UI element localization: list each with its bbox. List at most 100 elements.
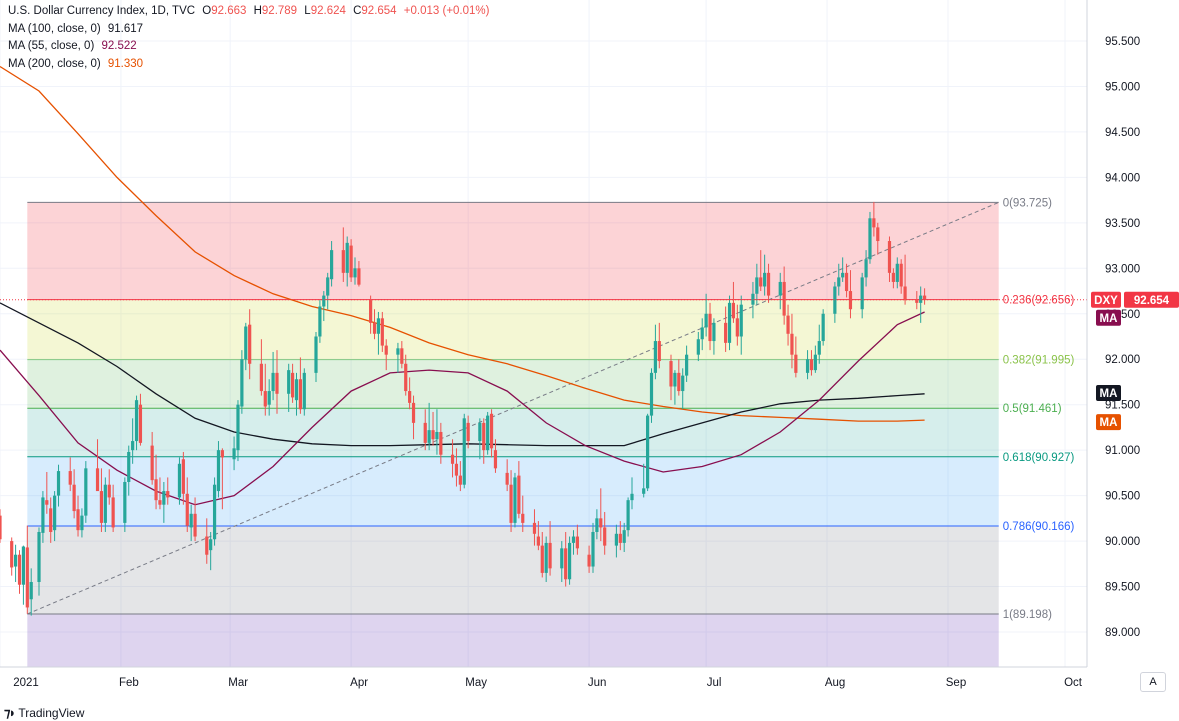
time-tick-label: Feb [119,677,139,689]
candle-body [263,391,267,407]
fib-label-0: 0(93.725) [1003,197,1052,209]
candle-body [872,218,876,228]
candles [0,201,927,616]
time-axis: 2021 Feb Mar Apr May Jun Jul Aug Sep Oct [13,677,1083,689]
candle [848,270,853,319]
fib-label-0.5: 0.5(91.461) [1003,403,1062,415]
candle [345,236,349,287]
dxy-symbol-badge-text: DXY [1094,295,1118,307]
candle-body [37,531,41,582]
candle [778,272,782,310]
candle-body [212,484,217,540]
tradingview-brand: TradingView [18,706,85,720]
candle [618,521,622,551]
dxy-symbol-badge-bg [1091,291,1121,308]
candle [646,413,650,492]
candle-body [134,400,139,442]
candle-body [25,547,29,608]
candle [521,495,525,532]
candle [341,227,345,282]
legend-ma100[interactable]: MA (100, close, 0) 91.617 [8,21,489,39]
candle-body [427,430,431,443]
candle-body [517,475,521,514]
candle-body [548,542,552,569]
candle [759,250,763,292]
candle-body [482,422,486,451]
fib-label-0.786: 0.786(90.166) [1003,521,1075,533]
time-tick-label: May [465,677,487,689]
candle-body [599,518,603,528]
candle [380,311,384,352]
candle-body [860,277,864,310]
candle-body [181,459,185,494]
candle [564,531,568,587]
candle-body [209,539,213,551]
legend-ma200[interactable]: MA (200, close, 0) 91.330 [8,56,489,74]
candle [653,324,658,380]
ma55-value: 92.522 [101,40,137,52]
candle [298,357,302,414]
price-tick-label: 94.500 [1105,127,1140,139]
tradingview-logo[interactable]: ⁊◗ TradingView [4,705,84,721]
candle [404,354,408,396]
candle [673,370,677,405]
candle [458,461,462,492]
candle [259,339,263,396]
candle [739,295,743,355]
candle-body [220,450,224,458]
candle-body [240,359,244,407]
candle-body [591,531,595,567]
candle [790,313,794,369]
candle-body [127,451,131,482]
candle [821,309,825,346]
candle-body [314,336,318,373]
time-axis-bg [0,667,1179,721]
candle [131,418,135,464]
legend-ma55[interactable]: MA (55, close, 0) 92.522 [8,38,489,56]
auto-scale-button[interactable]: A [1140,672,1166,692]
candle [177,457,182,505]
candle [138,393,143,446]
candle [809,350,814,376]
candle [486,411,490,455]
candle-body [236,404,240,451]
candle [649,368,654,423]
ma100-badge-bg [1096,385,1121,402]
candle [922,288,927,305]
candle-body [458,475,462,485]
candle-body [513,477,517,523]
candle-body [704,313,708,328]
candle [685,345,689,382]
fib-band [27,359,999,409]
candle [37,527,41,596]
candle-body [45,500,49,505]
candle-body [646,415,650,489]
ma100-label: MA (100, close, 0) [8,22,101,35]
candle-body [76,509,80,531]
tradingview-logo-icon: ⁊◗ [4,705,16,720]
candle [185,477,189,532]
candle [603,511,607,555]
candle [127,445,131,496]
candle-body [700,327,704,340]
candle-body [751,293,755,305]
candle-body [564,548,568,580]
candle-body [848,291,853,310]
candle-body [162,491,166,505]
fib-band [27,525,999,614]
ma200-badge-bg [1096,414,1121,431]
candle [408,377,412,410]
candle-body [56,471,61,496]
candle-body [622,530,626,543]
candle [248,309,252,380]
candle-body [657,341,661,362]
last-price-badge: 92.654 [1124,291,1179,308]
time-tick-label: Oct [1064,677,1083,689]
candle [872,201,876,237]
candle [696,331,700,362]
candle-body [567,542,572,580]
candle [49,497,53,543]
candle [591,522,595,573]
candle-body [837,277,841,287]
